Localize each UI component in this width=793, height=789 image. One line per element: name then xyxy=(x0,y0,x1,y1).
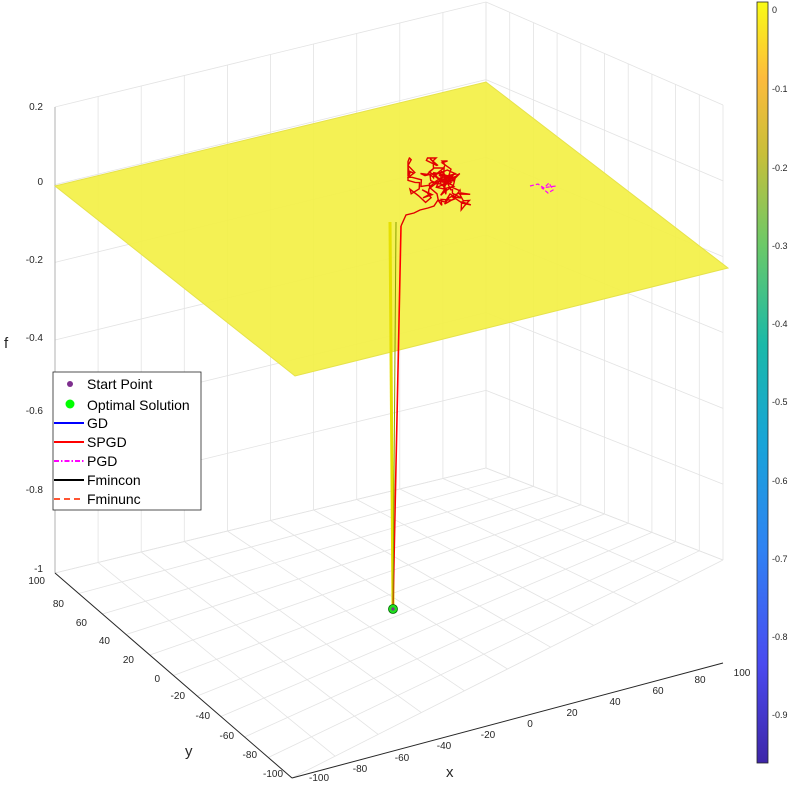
legend-label: Fmincon xyxy=(87,472,141,488)
colorbar-tick: -0.2 xyxy=(772,163,788,173)
z-tick: 0.2 xyxy=(29,102,43,113)
legend-entry-start-point: Start Point xyxy=(67,376,152,392)
colorbar-tick: -0.7 xyxy=(772,554,788,564)
legend-label: SPGD xyxy=(87,434,127,450)
z-tick: -0.4 xyxy=(26,333,44,344)
grid-line xyxy=(399,488,637,604)
x-tick: -40 xyxy=(437,741,452,752)
grid-line xyxy=(197,522,629,697)
colorbar-gradient xyxy=(756,1,769,764)
legend-entry-gd: GD xyxy=(54,415,108,431)
x-tick: 40 xyxy=(609,697,621,708)
grid-line xyxy=(485,1,724,106)
legend-entry-pgd: PGD xyxy=(54,453,117,469)
colorbar-tick: 0 xyxy=(772,5,777,15)
legend-entry-fminunc: Fminunc xyxy=(54,491,141,507)
grid-line xyxy=(54,467,487,574)
x-tick-labels: -100 -80 -60 -40 -20 0 20 40 60 80 100 xyxy=(309,668,751,784)
grid-line xyxy=(173,513,605,676)
grid-line xyxy=(356,499,594,626)
colorbar-ticks: 0 -0.1 -0.2 -0.3 -0.4 -0.5 -0.6 -0.7 -0.… xyxy=(772,5,788,720)
grid-line xyxy=(54,1,487,108)
y-tick: 20 xyxy=(123,655,135,666)
z-tick: -0.2 xyxy=(26,255,44,266)
x-tick: 100 xyxy=(734,668,751,679)
x-tick: -80 xyxy=(353,764,368,775)
colorbar-tick: -0.1 xyxy=(772,84,788,94)
y-tick: -20 xyxy=(171,691,186,702)
start-point-marker xyxy=(391,607,395,611)
x-tick: 60 xyxy=(652,686,664,697)
descent-lines xyxy=(388,221,402,610)
y-tick: -100 xyxy=(263,769,283,780)
y-tick: -60 xyxy=(220,731,235,742)
z-tick: 0 xyxy=(37,177,43,188)
x-tick: 0 xyxy=(527,719,533,730)
x-tick: -100 xyxy=(309,773,329,784)
y-tick: 80 xyxy=(53,599,65,610)
colorbar-tick: -0.5 xyxy=(772,397,788,407)
colorbar-tick: -0.6 xyxy=(772,476,788,486)
grid-line xyxy=(220,532,653,717)
grid-line xyxy=(485,467,724,561)
y-tick: -80 xyxy=(243,750,258,761)
y-tick: -40 xyxy=(196,711,211,722)
colorbar-tick: -0.4 xyxy=(772,319,788,329)
z-tick-labels: 0.2 0 -0.2 -0.4 -0.6 -0.8 -1 xyxy=(26,102,44,575)
legend-entry-spgd: SPGD xyxy=(54,434,127,450)
grid-line xyxy=(485,79,724,182)
legend-label: Optimal Solution xyxy=(87,397,190,413)
colorbar: 0 -0.1 -0.2 -0.3 -0.4 -0.5 -0.6 -0.7 -0.… xyxy=(756,1,788,764)
x-tick: 80 xyxy=(694,675,706,686)
colorbar-tick: -0.9 xyxy=(772,710,788,720)
z-tick: -0.6 xyxy=(26,406,44,417)
y-tick-labels: 100 80 60 40 20 0 -20 -40 -60 -80 -100 xyxy=(28,576,283,780)
grid-line xyxy=(268,550,700,758)
z-tick: -0.8 xyxy=(26,485,44,496)
y-tick: 100 xyxy=(28,576,45,587)
legend-label: Start Point xyxy=(87,376,152,392)
grid-line xyxy=(485,312,724,409)
colorbar-tick: -0.8 xyxy=(772,632,788,642)
grid-line xyxy=(54,79,487,186)
x-tick: -60 xyxy=(395,753,410,764)
pgd-trajectory xyxy=(529,182,557,194)
y-axis-label: y xyxy=(185,743,193,760)
grid-line xyxy=(244,541,676,738)
grid-line xyxy=(485,389,724,485)
colorbar-tick: -0.3 xyxy=(772,241,788,251)
legend-label: PGD xyxy=(87,453,117,469)
y-tick: 40 xyxy=(99,636,111,647)
legend-entry-fmincon: Fmincon xyxy=(54,472,141,488)
x-axis-label: x xyxy=(446,764,454,781)
grid-line xyxy=(313,509,551,648)
spgd-trajectory xyxy=(400,157,472,227)
grid-line xyxy=(442,478,681,583)
legend-label: GD xyxy=(87,415,108,431)
z-tick: -1 xyxy=(34,564,43,575)
legend-label: Fminunc xyxy=(87,491,141,507)
y-tick: 60 xyxy=(76,618,88,629)
grid-line xyxy=(291,559,724,779)
z-axis-label: f xyxy=(4,335,9,352)
y-tick: 0 xyxy=(154,674,160,685)
legend-entry-optimal-solution: Optimal Solution xyxy=(65,397,190,413)
legend[interactable]: Start Point Optimal Solution GD SPGD PGD… xyxy=(52,371,202,511)
x-tick: 20 xyxy=(566,708,578,719)
x-tick: -20 xyxy=(481,730,496,741)
